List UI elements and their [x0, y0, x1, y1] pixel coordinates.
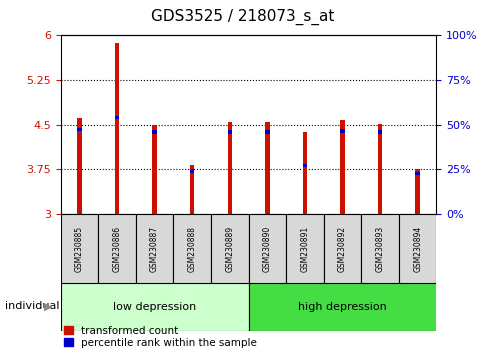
Bar: [173, 214, 211, 283]
Text: GSM230886: GSM230886: [112, 225, 121, 272]
Legend: transformed count, percentile rank within the sample: transformed count, percentile rank withi…: [63, 325, 257, 349]
Text: high depression: high depression: [298, 302, 386, 312]
Bar: [340, 120, 344, 214]
Text: GSM230888: GSM230888: [187, 226, 197, 272]
Bar: [361, 214, 398, 283]
Bar: [227, 122, 231, 214]
Bar: [152, 125, 156, 214]
Bar: [265, 122, 269, 214]
Bar: [323, 214, 361, 283]
Bar: [152, 130, 156, 134]
Text: GDS3525 / 218073_s_at: GDS3525 / 218073_s_at: [151, 9, 333, 25]
Bar: [60, 283, 248, 331]
Bar: [98, 214, 136, 283]
Bar: [190, 170, 194, 173]
Bar: [377, 124, 381, 214]
Bar: [115, 43, 119, 214]
Bar: [265, 130, 269, 134]
Bar: [248, 283, 436, 331]
Text: GSM230887: GSM230887: [150, 225, 159, 272]
Bar: [248, 214, 286, 283]
Text: GSM230893: GSM230893: [375, 225, 384, 272]
Text: GSM230891: GSM230891: [300, 225, 309, 272]
Bar: [415, 172, 419, 176]
Bar: [190, 165, 194, 214]
Bar: [398, 214, 436, 283]
Bar: [302, 132, 306, 214]
Bar: [302, 164, 306, 167]
Bar: [377, 130, 381, 134]
Bar: [60, 214, 98, 283]
Bar: [340, 129, 344, 132]
Bar: [286, 214, 323, 283]
Bar: [77, 118, 81, 214]
Text: individual: individual: [5, 301, 59, 311]
Text: low depression: low depression: [113, 302, 196, 312]
Text: GSM230885: GSM230885: [75, 225, 84, 272]
Text: GSM230890: GSM230890: [262, 225, 272, 272]
Bar: [136, 214, 173, 283]
Text: GSM230894: GSM230894: [412, 225, 422, 272]
Bar: [415, 169, 419, 214]
Text: GSM230889: GSM230889: [225, 225, 234, 272]
Text: ▶: ▶: [44, 301, 53, 311]
Bar: [115, 116, 119, 119]
Bar: [211, 214, 248, 283]
Bar: [227, 130, 231, 134]
Bar: [77, 128, 81, 131]
Text: GSM230892: GSM230892: [337, 225, 347, 272]
